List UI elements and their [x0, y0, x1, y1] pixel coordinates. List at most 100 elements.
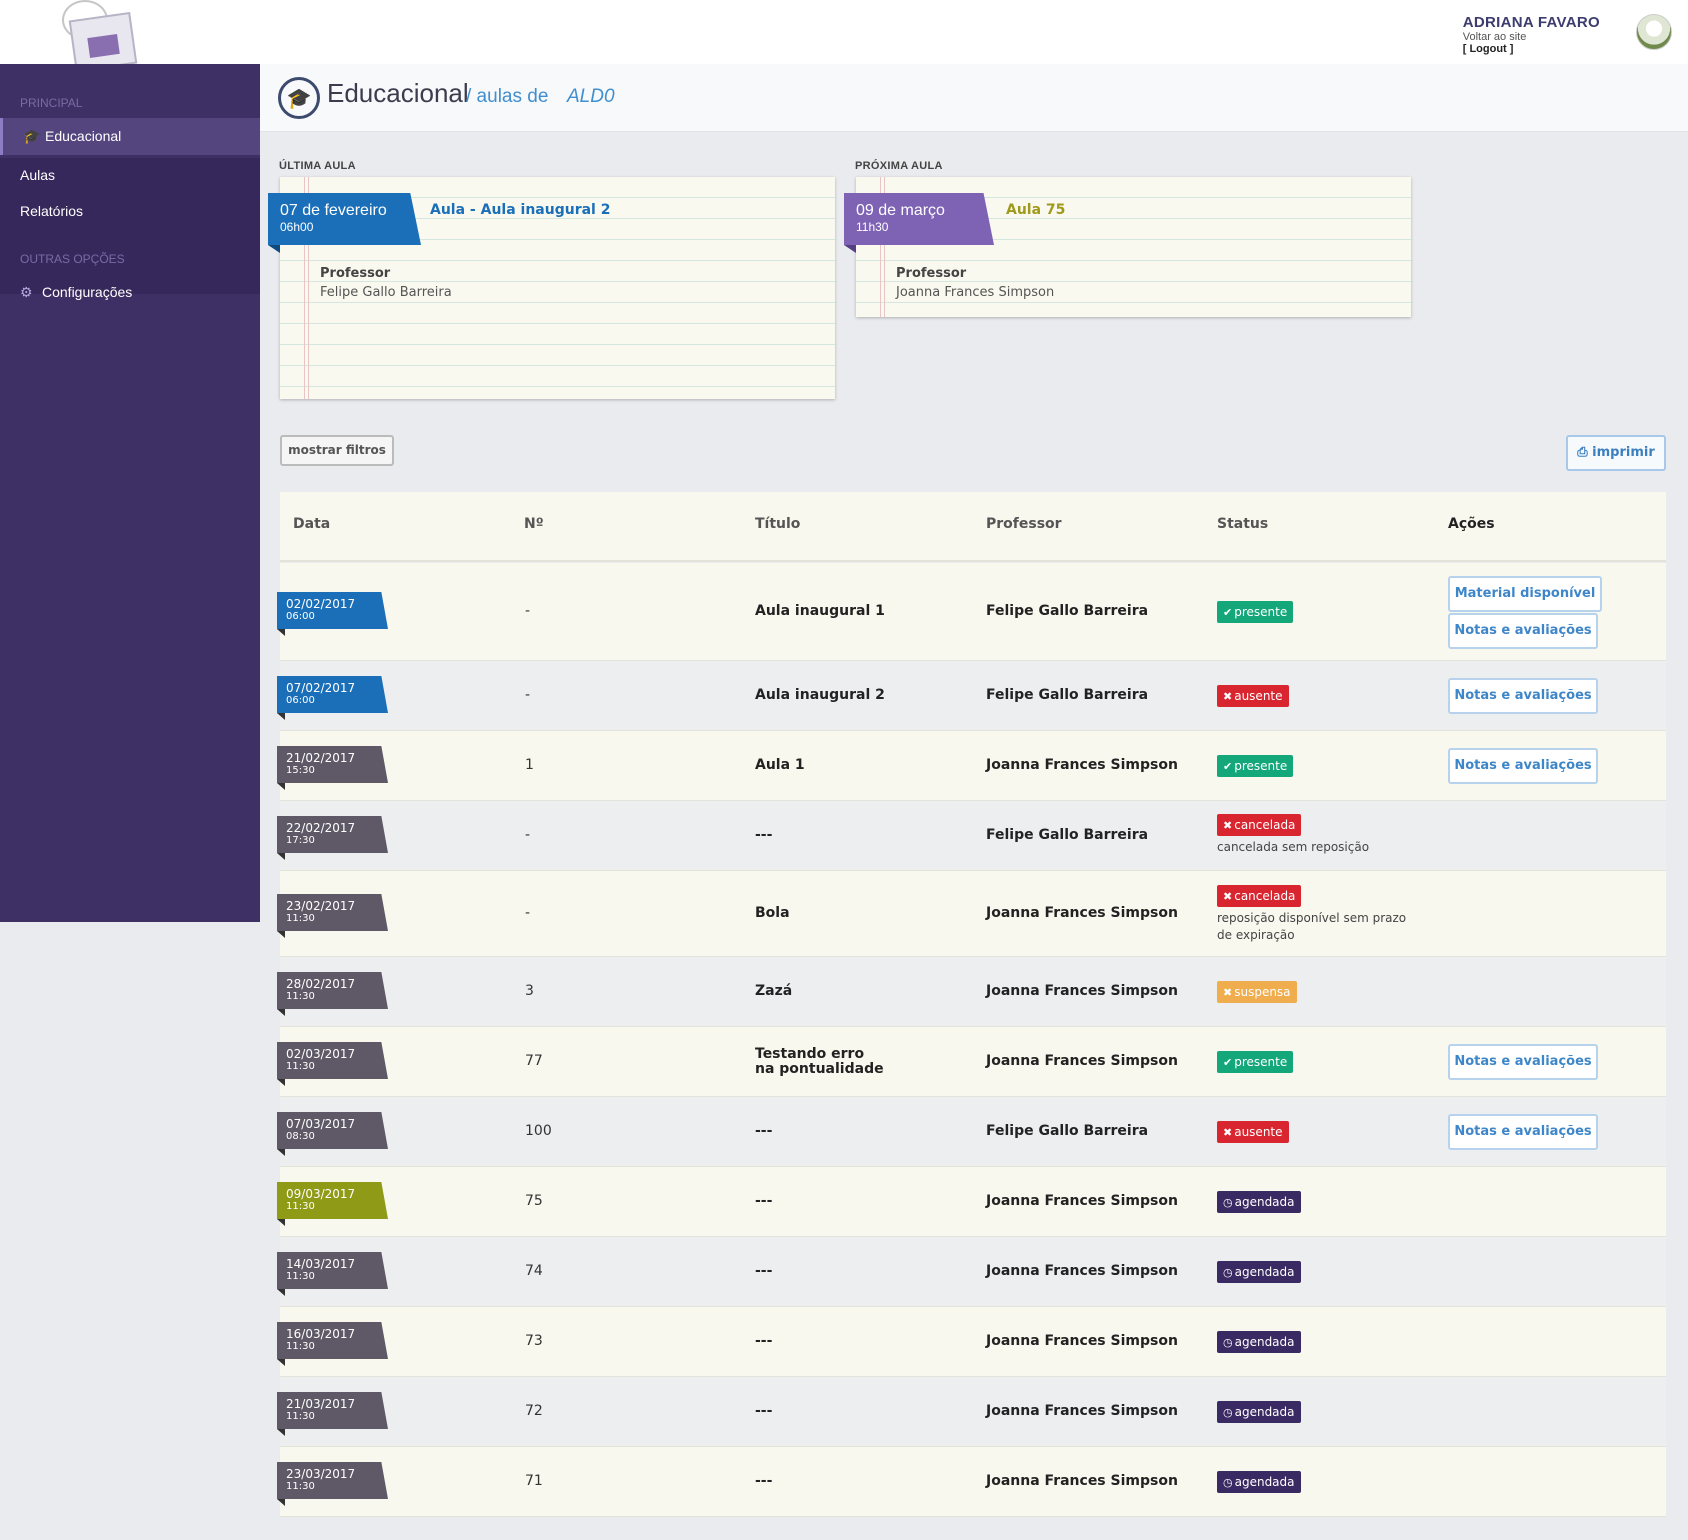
- table-row: 07/02/2017 06:00 - Aula inaugural 2 Felipe G…: [277, 661, 1666, 731]
- status-badge: ◷ agendada: [1217, 1191, 1301, 1213]
- status-label: agendada: [1234, 1195, 1295, 1209]
- row-professor: Joanna Frances Simpson: [986, 1193, 1178, 1209]
- last-class-title[interactable]: Aula - Aula inaugural 2: [430, 202, 611, 218]
- row-date: 09/03/2017: [286, 1187, 356, 1201]
- row-professor: Joanna Frances Simpson: [986, 1263, 1178, 1279]
- status-badge: ◷ agendada: [1217, 1401, 1301, 1423]
- next-class-title[interactable]: Aula 75: [1006, 202, 1066, 218]
- sidebar-item-aulas[interactable]: Aulas: [0, 157, 260, 194]
- row-title: ---: [755, 1263, 773, 1279]
- grades-button[interactable]: Notas e avaliações: [1448, 613, 1598, 649]
- close-icon: ✖: [1223, 819, 1233, 832]
- row-title: Aula inaugural 1: [755, 603, 885, 619]
- date-ribbon: 21/02/2017 15:30: [277, 746, 388, 783]
- next-class-professor: Joanna Frances Simpson: [896, 285, 1055, 300]
- row-date: 07/02/2017: [286, 681, 356, 695]
- status-badge: ✖ cancelada: [1217, 814, 1302, 836]
- row-time: 08:30: [286, 1131, 315, 1142]
- column-header-title[interactable]: Título: [755, 516, 801, 532]
- sidebar-item-relatorios[interactable]: Relatórios: [0, 193, 260, 230]
- row-number: 73: [525, 1333, 543, 1349]
- row-number: -: [525, 603, 531, 619]
- row-professor: Felipe Gallo Barreira: [986, 687, 1149, 703]
- row-title: Bola: [755, 905, 790, 921]
- table-row: 14/03/2017 11:30 74 --- Joanna Frances Simps…: [277, 1237, 1666, 1307]
- date-ribbon: 21/03/2017 11:30: [277, 1392, 388, 1429]
- date-ribbon: 02/02/2017 06:00: [277, 592, 388, 629]
- classes-table-header: Data Nº Título Professor Status Ações: [280, 492, 1666, 562]
- page-header: 🎓 Educacional / aulas de ALD0: [260, 64, 1688, 132]
- last-class-card[interactable]: 07 de fevereiro 06h00 Aula - Aula inaugu…: [268, 177, 835, 399]
- grades-button[interactable]: Notas e avaliações: [1448, 1044, 1598, 1080]
- grades-button[interactable]: Notas e avaliações: [1448, 678, 1598, 714]
- column-header-status[interactable]: Status: [1217, 516, 1269, 532]
- ribbon-fold: [277, 1219, 285, 1226]
- row-title: ---: [755, 1403, 773, 1419]
- row-title: ---: [755, 1193, 773, 1209]
- date-ribbon: 14/03/2017 11:30: [277, 1252, 388, 1289]
- row-number: -: [525, 905, 531, 921]
- next-class-label: PRÓXIMA AULA: [855, 160, 943, 172]
- next-class-time: 11h30: [856, 220, 889, 234]
- page-title: Educacional: [327, 78, 469, 108]
- show-filters-button[interactable]: mostrar filtros: [280, 435, 394, 466]
- graduation-cap-icon: 🎓: [23, 128, 41, 144]
- column-header-date[interactable]: Data: [293, 516, 331, 532]
- table-row: 21/02/2017 15:30 1 Aula 1 Joanna Frances Sim…: [277, 731, 1666, 801]
- row-time: 15:30: [286, 765, 315, 776]
- date-ribbon: 07/03/2017 08:30: [277, 1112, 388, 1149]
- table-row: 22/02/2017 17:30- --- Felipe Gallo Barreira…: [277, 801, 1666, 871]
- date-ribbon: 22/02/2017 17:30: [277, 816, 388, 853]
- column-header-professor[interactable]: Professor: [986, 516, 1062, 532]
- ribbon-fold: [277, 629, 285, 636]
- row-date: 07/03/2017: [286, 1117, 356, 1131]
- row-professor: Felipe Gallo Barreira: [986, 603, 1149, 619]
- status-label: suspensa: [1234, 985, 1291, 999]
- row-date: 02/02/2017: [286, 597, 356, 611]
- close-icon: ✖: [1223, 986, 1233, 999]
- print-button[interactable]: ⎙ imprimir: [1566, 435, 1666, 471]
- check-icon: ✔: [1223, 1056, 1233, 1069]
- date-ribbon: 07/02/2017 06:00: [277, 676, 388, 713]
- sidebar-item-configuracoes[interactable]: ⚙ Configurações: [0, 274, 260, 311]
- status-label: presente: [1234, 605, 1288, 619]
- row-date: 23/02/2017: [286, 899, 356, 913]
- status-label: ausente: [1234, 689, 1283, 703]
- row-number: 100: [525, 1123, 552, 1139]
- sidebar-item-educacional[interactable]: 🎓 Educacional: [0, 118, 260, 155]
- clock-icon: ◷: [1223, 1196, 1233, 1209]
- row-date: 22/02/2017: [286, 821, 356, 835]
- sidebar-section-principal: PRINCIPAL: [20, 96, 83, 110]
- ribbon-fold: [277, 1289, 285, 1296]
- top-bar: ADRIANA FAVARO Voltar ao site [ Logout ]: [0, 0, 1688, 73]
- row-number: 74: [525, 1263, 543, 1279]
- material-available-button[interactable]: Material disponível: [1448, 576, 1602, 612]
- user-info: ADRIANA FAVARO Voltar ao site [ Logout ]: [1463, 14, 1600, 55]
- row-title: ---: [755, 1123, 773, 1139]
- grades-button[interactable]: Notas e avaliações: [1448, 1114, 1598, 1150]
- sidebar-item-label: Relatórios: [20, 203, 84, 219]
- avatar[interactable]: [1636, 14, 1672, 50]
- row-number: 3: [525, 983, 534, 999]
- status-label: presente: [1234, 759, 1288, 773]
- logo[interactable]: [62, 0, 144, 73]
- next-class-card[interactable]: 09 de março 11h30 Aula 75 Professor Joan…: [844, 177, 1411, 317]
- row-title: ---: [755, 1473, 773, 1489]
- row-time: 11:30: [286, 1271, 315, 1282]
- ribbon-fold: [277, 931, 285, 938]
- ribbon-fold: [277, 783, 285, 790]
- logout-link[interactable]: [ Logout ]: [1462, 43, 1514, 55]
- column-header-actions: Ações: [1448, 516, 1495, 532]
- date-ribbon: 02/03/2017 11:30: [277, 1042, 388, 1079]
- back-to-site-link[interactable]: Voltar ao site: [1462, 31, 1527, 43]
- row-title: ---: [755, 1333, 773, 1349]
- table-row: 09/03/2017 11:30 75 --- Joanna Frances Simps…: [277, 1167, 1666, 1237]
- row-title: ---: [755, 827, 773, 843]
- row-professor: Joanna Frances Simpson: [986, 983, 1178, 999]
- close-icon: ✖: [1223, 1126, 1233, 1139]
- row-number: 75: [525, 1193, 543, 1209]
- column-header-number[interactable]: Nº: [524, 516, 544, 532]
- status-label: agendada: [1234, 1265, 1295, 1279]
- notebook-margin: [304, 177, 309, 399]
- grades-button[interactable]: Notas e avaliações: [1448, 748, 1598, 784]
